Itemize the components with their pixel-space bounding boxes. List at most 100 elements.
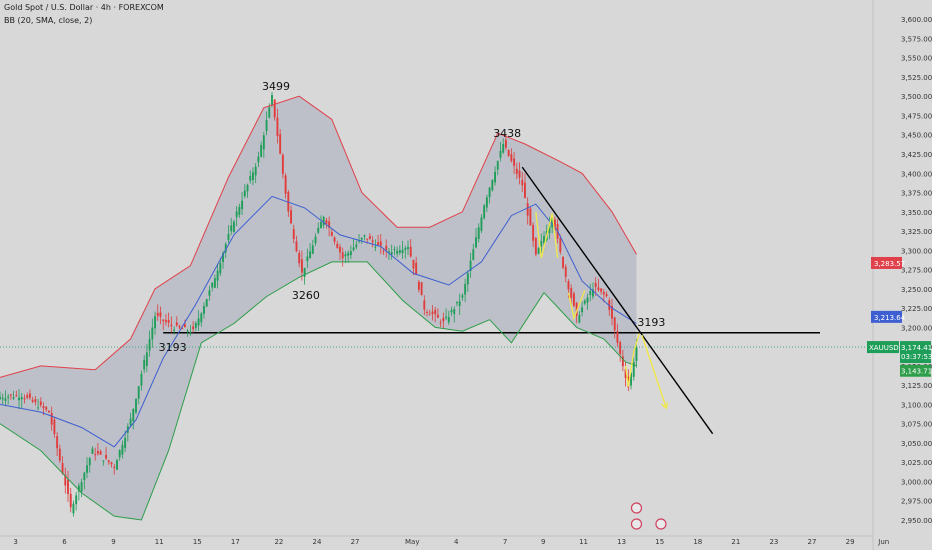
candle-bearish (28, 393, 31, 398)
candle-bullish (203, 306, 205, 314)
candle-bearish (341, 252, 344, 259)
candle-bullish (344, 254, 347, 257)
candle-bullish (124, 437, 127, 448)
candle-bearish (336, 243, 339, 248)
candle-bearish (417, 281, 420, 290)
time-axis-tick: 17 (231, 538, 240, 546)
candle-bullish (306, 256, 309, 262)
candle-bullish (352, 247, 355, 251)
candle-bullish (135, 398, 137, 413)
price-axis-tick: 3,425.00 (901, 151, 932, 159)
candle-bullish (360, 237, 363, 240)
candle-bullish (262, 135, 265, 150)
candle-bearish (9, 394, 12, 396)
time-axis-tick: Jun (877, 538, 889, 546)
candle-bearish (273, 99, 276, 118)
candle-bullish (407, 247, 409, 250)
candle-bearish (69, 493, 72, 508)
candle-bullish (20, 397, 23, 400)
countdown-tag: 03:37:53 (901, 353, 932, 361)
indicator-legend[interactable]: BB (20, SMA, close, 2) (4, 16, 93, 25)
candle-bearish (532, 224, 535, 241)
candle-bearish (572, 293, 575, 306)
candle-bullish (458, 301, 461, 306)
candle-bullish (213, 278, 216, 288)
price-axis-tick: 3,450.00 (901, 132, 932, 140)
candle-bullish (349, 251, 352, 256)
bollinger-upper-line (0, 95, 637, 378)
last-price-tag: 3,174.41 (901, 344, 932, 352)
candle-bearish (442, 318, 445, 322)
candle-bullish (398, 250, 401, 253)
candle-bullish (83, 472, 86, 481)
price-axis-tick: 3,500.00 (901, 93, 932, 101)
candle-bullish (374, 246, 377, 248)
candle-bullish (194, 322, 197, 328)
time-axis-tick: 22 (274, 538, 283, 546)
candle-bullish (260, 145, 263, 157)
candle-bearish (156, 312, 159, 316)
time-axis-tick: 13 (617, 538, 626, 546)
candle-bearish (94, 454, 97, 456)
candle-bullish (37, 407, 40, 409)
candle-bullish (173, 329, 176, 331)
candle-bearish (507, 149, 510, 156)
candle-bearish (529, 208, 532, 226)
candle-bearish (164, 320, 167, 323)
candle-bullish (466, 273, 469, 285)
candle-bearish (107, 460, 110, 463)
candle-bearish (613, 317, 616, 331)
candle-bearish (113, 466, 116, 468)
candle-bullish (249, 176, 252, 181)
candle-bearish (281, 154, 284, 174)
candle-bullish (578, 315, 581, 323)
candle-bearish (39, 401, 42, 406)
candle-bullish (543, 236, 545, 244)
candle-bullish (145, 352, 148, 366)
candle-bullish (268, 107, 271, 118)
candle-bullish (118, 450, 121, 458)
candle-bearish (67, 479, 69, 495)
candle-bearish (167, 319, 170, 323)
candle-bullish (630, 372, 632, 386)
candle-bearish (53, 419, 56, 434)
candle-bullish (311, 245, 314, 254)
candle-bearish (559, 237, 562, 252)
candle-bullish (271, 95, 273, 106)
price-axis-tick: 3,075.00 (901, 421, 932, 429)
candle-bearish (99, 451, 102, 455)
candle-bullish (232, 221, 235, 232)
candle-bullish (586, 297, 589, 303)
lower-band-price-tag: 3,143.71 (901, 368, 932, 376)
basis-price-tag-bg (871, 310, 902, 323)
candle-bullish (461, 295, 464, 298)
candle-bullish (257, 156, 260, 163)
price-axis-tick: 2,950.00 (901, 517, 932, 525)
candle-bullish (208, 290, 211, 296)
candle-bullish (583, 300, 586, 304)
symbol-title: Gold Spot / U.S. Dollar · 4h · FOREXCOM (4, 3, 164, 12)
candle-bearish (524, 182, 526, 199)
candle-bearish (420, 282, 423, 296)
time-axis-tick: 23 (769, 538, 778, 546)
price-axis-tick: 3,300.00 (901, 247, 932, 255)
candle-bearish (175, 322, 178, 326)
upper-band-price-tag-bg (871, 256, 902, 269)
price-axis-tick: 3,325.00 (901, 228, 932, 236)
candle-bearish (333, 237, 336, 242)
candle-bearish (279, 134, 282, 154)
time-axis-tick: 29 (846, 538, 855, 546)
candle-bullish (4, 398, 7, 401)
candle-bearish (276, 117, 279, 137)
price-axis-tick: 3,275.00 (901, 267, 932, 275)
candle-bearish (61, 462, 64, 474)
candle-bullish (485, 197, 488, 208)
price-axis-tick: 3,000.00 (901, 478, 932, 486)
time-axis-tick: 21 (731, 538, 740, 546)
candle-bullish (211, 282, 214, 288)
candle-bearish (339, 246, 341, 253)
candle-bullish (447, 316, 450, 323)
candle-bearish (534, 237, 537, 255)
